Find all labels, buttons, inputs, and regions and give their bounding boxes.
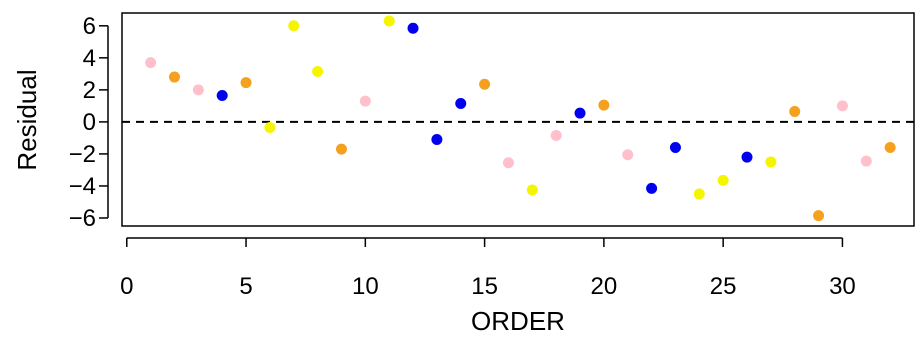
x-tick-label: 15 <box>471 273 498 300</box>
data-point <box>264 122 276 134</box>
x-tick-label: 25 <box>710 273 737 300</box>
y-tick-label: 6 <box>83 13 96 40</box>
data-point <box>550 130 562 142</box>
x-tick-label: 30 <box>829 273 856 300</box>
y-tick-label: −4 <box>69 173 96 200</box>
x-tick-label: 0 <box>120 273 133 300</box>
data-point <box>335 143 347 155</box>
data-point <box>407 22 419 34</box>
x-axis: 0 5 10 15 20 25 30 <box>120 237 856 300</box>
data-point <box>240 77 252 89</box>
data-point <box>216 89 228 101</box>
data-point <box>622 149 634 161</box>
data-point <box>741 151 753 163</box>
y-axis-title: Residual <box>12 69 42 170</box>
data-point <box>192 84 204 96</box>
data-point <box>145 57 157 69</box>
data-point <box>765 156 777 168</box>
y-tick-label: 2 <box>83 77 96 104</box>
data-point <box>526 184 538 196</box>
data-point <box>312 65 324 77</box>
y-tick-label: 4 <box>83 45 96 72</box>
data-point <box>860 155 872 167</box>
y-tick-label: −2 <box>69 141 96 168</box>
data-point <box>359 95 371 107</box>
x-tick-label: 10 <box>352 273 379 300</box>
data-point <box>455 97 467 109</box>
data-point <box>502 157 514 169</box>
data-points <box>145 15 896 222</box>
data-point <box>574 107 586 119</box>
data-point <box>431 134 443 146</box>
data-point <box>813 210 825 222</box>
plot-frame <box>121 12 915 227</box>
data-point <box>884 142 896 154</box>
x-tick-label: 20 <box>591 273 618 300</box>
data-point <box>479 78 491 90</box>
data-point <box>836 100 848 112</box>
x-tick-label: 5 <box>239 273 252 300</box>
data-point <box>168 71 180 83</box>
data-point <box>789 105 801 117</box>
y-axis: −6 −4 −2 0 2 4 6 <box>69 13 109 232</box>
data-point <box>717 174 729 186</box>
y-tick-label: 0 <box>83 109 96 136</box>
data-point <box>383 15 395 27</box>
x-axis-title: ORDER <box>471 306 565 336</box>
data-point <box>693 188 705 200</box>
data-point <box>646 182 658 194</box>
y-tick-label: −6 <box>69 205 96 232</box>
data-point <box>598 99 610 111</box>
data-point <box>288 20 300 32</box>
data-point <box>669 142 681 154</box>
